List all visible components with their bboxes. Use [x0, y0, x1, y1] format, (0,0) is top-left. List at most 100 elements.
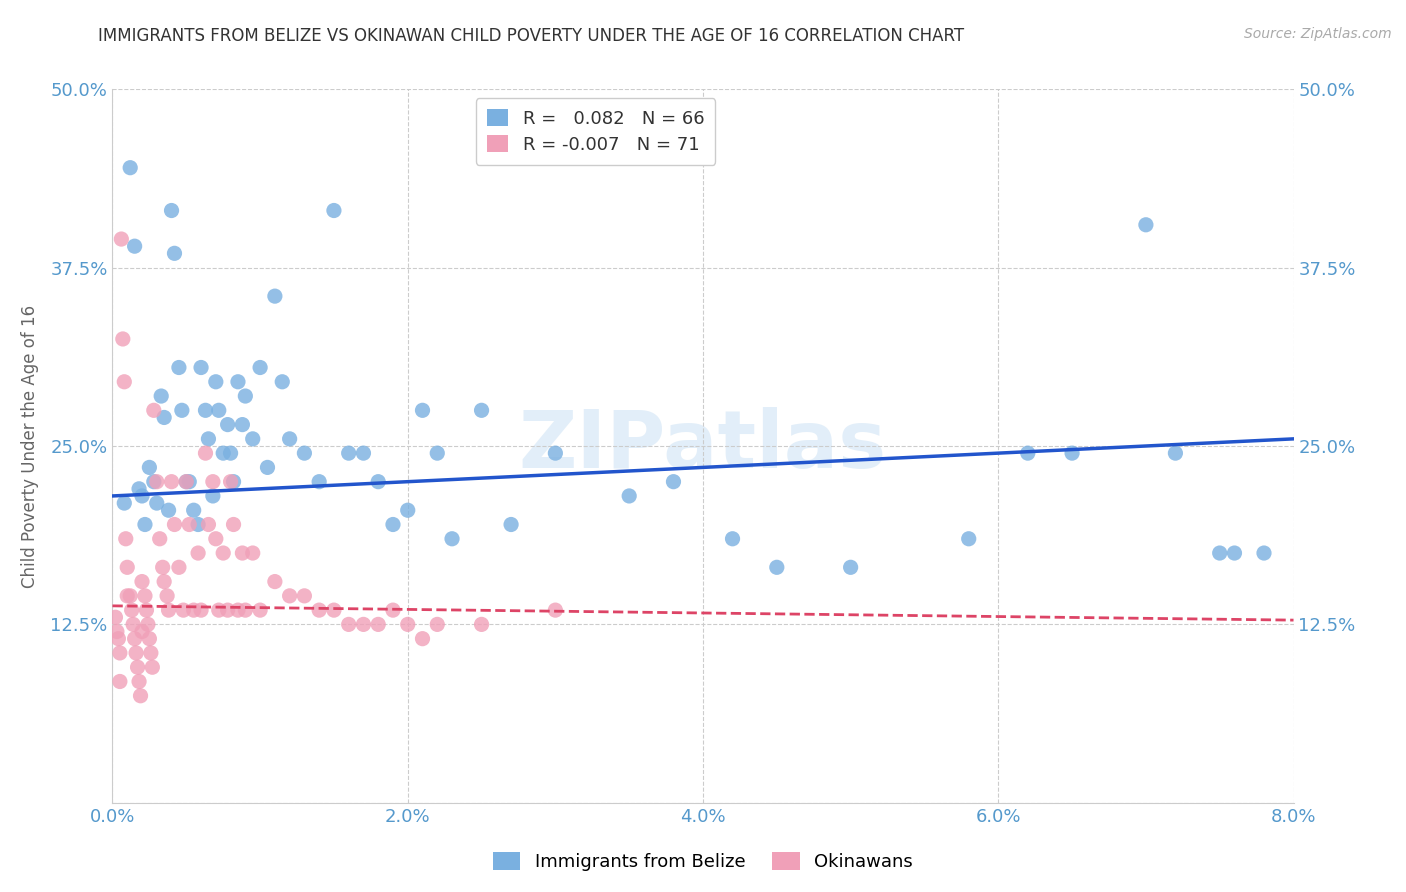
Point [382, 603, 405, 617]
Point [139, 646, 162, 660]
Point [128, 482, 150, 496]
Point [131, 624, 153, 639]
Point [337, 617, 360, 632]
Point [242, 432, 264, 446]
Point [120, 161, 142, 175]
Point [1017, 446, 1039, 460]
Point [114, 532, 136, 546]
Point [367, 617, 389, 632]
Point [142, 475, 165, 489]
Legend: Immigrants from Belize, Okinawans: Immigrants from Belize, Okinawans [486, 846, 920, 879]
Point [471, 403, 494, 417]
Point [501, 517, 523, 532]
Point [153, 410, 176, 425]
Point [367, 475, 389, 489]
Point [131, 489, 153, 503]
Point [134, 517, 156, 532]
Point [219, 446, 242, 460]
Point [131, 574, 153, 589]
Point [1208, 546, 1232, 560]
Point [174, 475, 197, 489]
Point [117, 560, 138, 574]
Point [426, 617, 449, 632]
Point [124, 239, 146, 253]
Point [146, 475, 169, 489]
Point [110, 232, 132, 246]
Text: IMMIGRANTS FROM BELIZE VS OKINAWAN CHILD POVERTY UNDER THE AGE OF 16 CORRELATION: IMMIGRANTS FROM BELIZE VS OKINAWAN CHILD… [98, 27, 965, 45]
Point [129, 689, 152, 703]
Point [323, 203, 346, 218]
Point [721, 532, 744, 546]
Point [179, 517, 201, 532]
Point [396, 617, 419, 632]
Point [112, 496, 135, 510]
Point [153, 574, 176, 589]
Point [226, 375, 249, 389]
Point [141, 660, 163, 674]
Point [544, 603, 567, 617]
Point [412, 632, 434, 646]
Point [183, 603, 205, 617]
Point [149, 532, 172, 546]
Point [292, 589, 315, 603]
Point [323, 603, 346, 617]
Point [167, 560, 190, 574]
Y-axis label: Child Poverty Under the Age of 16: Child Poverty Under the Age of 16 [21, 304, 39, 588]
Point [138, 632, 160, 646]
Point [441, 532, 464, 546]
Point [125, 646, 148, 660]
Point [167, 360, 190, 375]
Point [308, 603, 330, 617]
Point [426, 446, 449, 460]
Point [160, 203, 183, 218]
Point [292, 446, 315, 460]
Point [256, 460, 278, 475]
Point [352, 446, 374, 460]
Point [194, 403, 217, 417]
Point [150, 389, 173, 403]
Point [179, 475, 201, 489]
Point [412, 403, 434, 417]
Point [212, 446, 235, 460]
Point [471, 617, 494, 632]
Point [205, 532, 228, 546]
Point [544, 446, 567, 460]
Point [108, 646, 131, 660]
Point [124, 632, 146, 646]
Point [957, 532, 980, 546]
Legend: R =   0.082   N = 66, R = -0.007   N = 71: R = 0.082 N = 66, R = -0.007 N = 71 [475, 98, 716, 165]
Point [128, 674, 150, 689]
Point [1223, 546, 1246, 560]
Point [308, 475, 330, 489]
Point [108, 674, 131, 689]
Point [111, 332, 134, 346]
Point [160, 475, 183, 489]
Point [208, 403, 231, 417]
Text: Source: ZipAtlas.com: Source: ZipAtlas.com [1244, 27, 1392, 41]
Point [197, 432, 219, 446]
Point [242, 546, 264, 560]
Point [172, 603, 194, 617]
Point [278, 432, 301, 446]
Point [146, 496, 169, 510]
Point [1253, 546, 1275, 560]
Point [271, 375, 294, 389]
Point [278, 589, 301, 603]
Point [839, 560, 862, 574]
Point [157, 503, 180, 517]
Point [619, 489, 641, 503]
Point [1135, 218, 1157, 232]
Point [194, 446, 217, 460]
Point [187, 517, 209, 532]
Point [170, 403, 193, 417]
Point [208, 603, 231, 617]
Point [157, 603, 180, 617]
Point [217, 603, 239, 617]
Point [662, 475, 685, 489]
Point [190, 603, 212, 617]
Point [127, 660, 149, 674]
Point [142, 403, 165, 417]
Point [382, 517, 405, 532]
Point [156, 589, 179, 603]
Point [135, 603, 157, 617]
